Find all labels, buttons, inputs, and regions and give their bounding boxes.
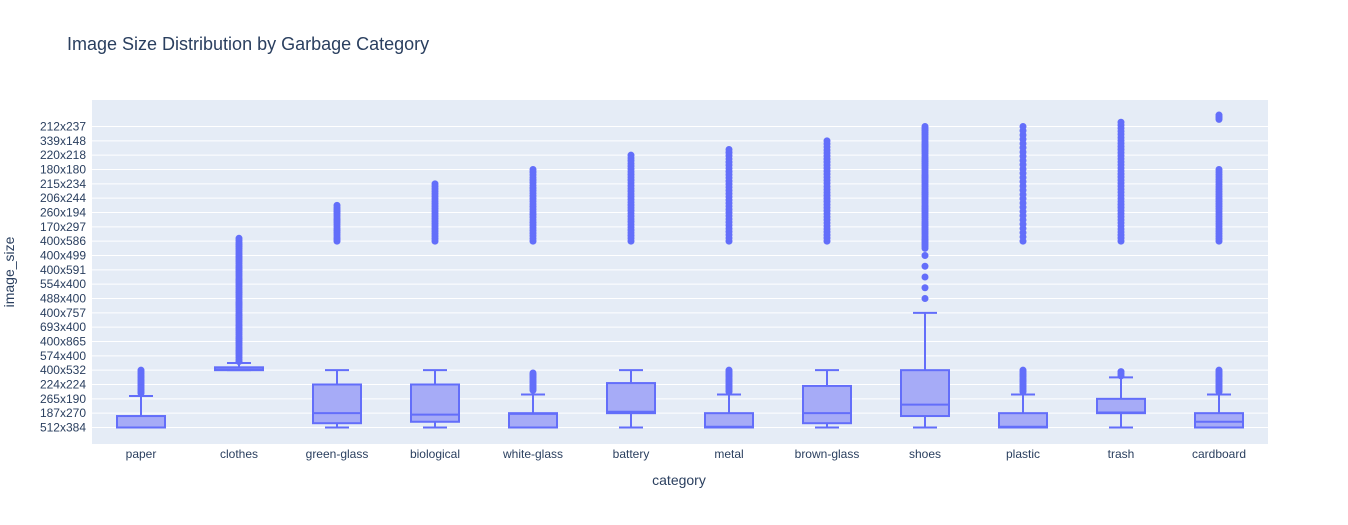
y-tick-label: 554x400 [40,277,86,291]
y-tick-label: 400x757 [40,306,86,320]
outlier-point [1019,123,1027,131]
box-iqr [508,412,558,429]
x-axis-ticks: paper clothes green-glass biological white-g… [126,447,1246,461]
box-cardboard [1194,111,1244,429]
y-tick-label: 400x865 [40,335,86,349]
box-iqr [1096,397,1146,415]
box-iqr [312,383,362,425]
boxes [116,111,1244,429]
outlier-point [921,262,929,270]
outlier-point [1215,111,1223,119]
box-green-glass [312,201,362,429]
y-tick-label: 212x237 [40,120,86,134]
x-tick-label: shoes [909,447,941,461]
x-tick-label: clothes [220,447,258,461]
y-tick-label: 180x180 [40,163,86,177]
y-tick-label: 220x218 [40,148,86,162]
outlier-point [235,234,243,242]
x-tick-label: brown-glass [795,447,860,461]
box-battery [606,151,656,429]
box-shoes [900,123,950,429]
y-tick-label: 260x194 [40,206,86,220]
box-iqr [900,369,950,418]
outlier-point [529,369,537,377]
y-tick-label: 574x400 [40,349,86,363]
outlier-point [725,366,733,374]
x-tick-label: battery [613,447,650,461]
outlier-point [921,273,929,281]
x-tick-label: plastic [1006,447,1040,461]
box-iqr [116,415,166,429]
y-tick-label: 488x400 [40,292,86,306]
outlier-point [529,166,537,174]
outlier-point [1215,366,1223,374]
y-tick-label: 693x400 [40,320,86,334]
y-tick-label: 400x586 [40,234,86,248]
y-axis-title: image_size [1,236,17,307]
y-tick-label: 512x384 [40,421,86,435]
y-tick-label: 224x224 [40,378,86,392]
outlier-point [1019,366,1027,374]
y-tick-label: 265x190 [40,392,86,406]
outlier-point [725,145,733,153]
x-tick-label: biological [410,447,460,461]
outlier-point [921,252,929,260]
y-axis-ticks: 512x384187x270265x190224x224400x532574x4… [40,120,86,435]
y-tick-label: 215x234 [40,177,86,191]
box-iqr [704,412,754,429]
y-tick-label: 206x244 [40,191,86,205]
outlier-point [431,180,439,188]
box-iqr [998,412,1048,429]
x-tick-label: white-glass [502,447,563,461]
x-tick-label: paper [126,447,157,461]
box-white-glass [508,166,558,429]
box-clothes [214,234,264,372]
outlier-point [921,284,929,292]
x-axis-title: category [652,472,706,488]
outlier-point [137,366,145,374]
y-tick-label: 187x270 [40,406,86,420]
y-tick-label: 400x499 [40,249,86,263]
outlier-point [1215,166,1223,174]
outlier-point [823,137,831,145]
y-tick-label: 400x532 [40,363,86,377]
outlier-point [1117,368,1125,376]
box-plastic [998,123,1048,429]
grid-lines [92,126,1268,428]
y-tick-label: 170x297 [40,220,86,234]
box-iqr [410,383,460,423]
box-brown-glass [802,137,852,429]
x-tick-label: green-glass [306,447,369,461]
box-iqr [802,384,852,425]
box-iqr [606,382,656,415]
box-trash [1096,118,1146,429]
y-tick-label: 400x591 [40,263,86,277]
x-tick-label: metal [714,447,743,461]
y-tick-label: 339x148 [40,134,86,148]
outlier-point [1117,118,1125,126]
x-tick-label: trash [1108,447,1135,461]
box-paper [116,366,166,429]
outlier-point [627,151,635,159]
x-tick-label: cardboard [1192,447,1246,461]
box-metal [704,145,754,429]
box-biological [410,180,460,429]
outlier-point [921,295,929,303]
outlier-point [333,201,341,209]
outlier-point [921,123,929,131]
chart-title: Image Size Distribution by Garbage Categ… [67,34,429,54]
plot-area [92,100,1268,444]
box-iqr [1194,412,1244,429]
